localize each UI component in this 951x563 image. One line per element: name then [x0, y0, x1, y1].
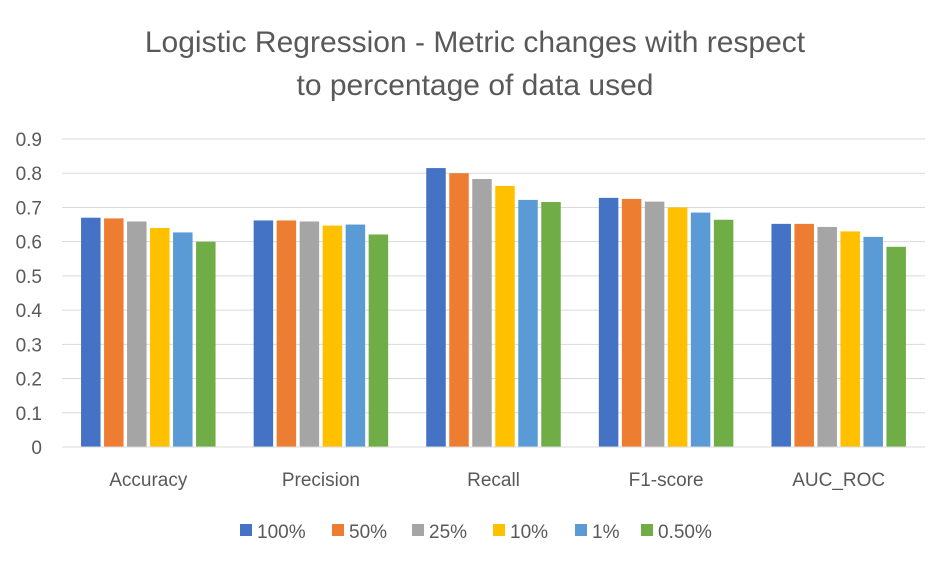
- y-tick-label: 0.4: [16, 301, 43, 322]
- legend: 100% 50% 25% 10% 1% 0.50%: [240, 522, 712, 543]
- bar: [840, 231, 860, 447]
- bar: [426, 168, 446, 448]
- bar: [368, 234, 389, 447]
- bar: [690, 212, 711, 447]
- legend-swatch: [240, 524, 252, 536]
- bar: [794, 223, 814, 447]
- y-tick-label: 0: [31, 438, 42, 459]
- bar: [667, 207, 688, 447]
- bar: [104, 218, 124, 447]
- bar: [345, 224, 366, 447]
- bar: [541, 201, 561, 447]
- bar: [863, 236, 883, 447]
- x-tick-label: Recall: [467, 470, 520, 491]
- legend-swatch: [641, 524, 653, 536]
- bar: [253, 220, 274, 447]
- axes: 0 0.1 0.2 0.3 0.4 0.5 0.6 0.7 0.8 0.9 Accuracy Prec…: [16, 130, 925, 491]
- legend-label: 50%: [349, 522, 387, 543]
- bar: [713, 219, 734, 447]
- bar: [886, 246, 906, 447]
- x-tick-label: AUC_ROC: [792, 470, 885, 491]
- legend-swatch: [332, 524, 344, 536]
- bar: [817, 226, 837, 447]
- bar: [173, 232, 193, 447]
- bar: [771, 223, 791, 447]
- y-tick-label: 0.5: [16, 267, 42, 288]
- y-tick-label: 0.9: [16, 130, 42, 151]
- x-tick-label: Precision: [282, 470, 360, 491]
- legend-swatch: [412, 524, 424, 536]
- y-tick-label: 0.6: [16, 233, 42, 254]
- y-tick-label: 0.2: [16, 370, 42, 391]
- bar: [150, 227, 170, 447]
- y-tick-label: 0.3: [16, 335, 42, 356]
- y-tick-label: 0.1: [16, 404, 42, 425]
- bar: [322, 225, 343, 447]
- y-tick-label: 0.7: [16, 198, 42, 219]
- bar: [127, 221, 147, 447]
- bar: [276, 220, 297, 447]
- bars: [81, 168, 906, 448]
- bar: [621, 198, 642, 447]
- y-tick-label: 0.8: [16, 164, 42, 185]
- x-tick-label: Accuracy: [109, 470, 188, 491]
- legend-label: 0.50%: [658, 522, 712, 543]
- legend-label: 100%: [257, 522, 306, 543]
- bar: [196, 241, 216, 447]
- legend-label: 1%: [592, 522, 620, 543]
- chart-title-line-1: Logistic Regression - Metric changes wit…: [145, 26, 806, 59]
- legend-swatch: [575, 524, 587, 536]
- bar: [299, 221, 320, 447]
- bar: [449, 173, 469, 447]
- bar: [518, 199, 538, 447]
- bar: [81, 217, 101, 447]
- bar: [472, 179, 492, 448]
- legend-label: 25%: [429, 522, 467, 543]
- legend-label: 10%: [510, 522, 548, 543]
- x-tick-label: F1-score: [629, 470, 704, 491]
- legend-swatch: [493, 524, 505, 536]
- bar: [495, 185, 515, 447]
- bar: [644, 201, 665, 447]
- chart-title-line-2: to percentage of data used: [297, 69, 654, 102]
- bar: [598, 197, 619, 447]
